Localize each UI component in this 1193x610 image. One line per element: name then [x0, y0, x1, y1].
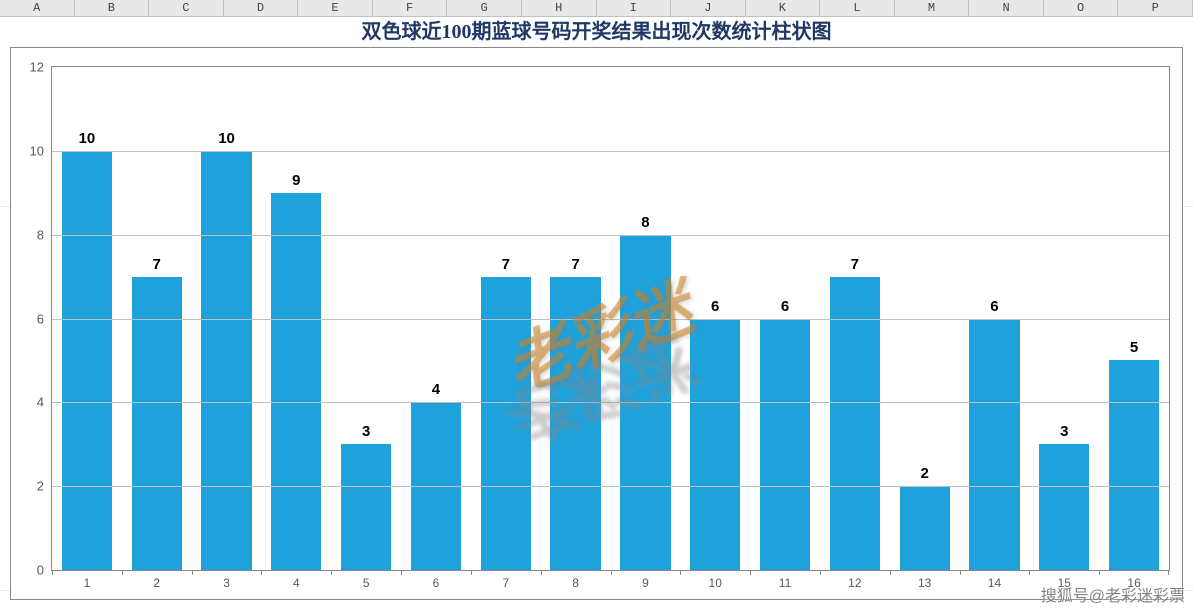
xtick-label: 12: [848, 576, 861, 590]
column-header[interactable]: K: [746, 0, 821, 16]
column-header[interactable]: E: [298, 0, 373, 16]
column-header[interactable]: F: [373, 0, 448, 16]
ytick-label: 8: [37, 227, 44, 242]
xtick-mark: [401, 570, 402, 575]
xtick-mark: [1168, 570, 1169, 575]
column-header[interactable]: D: [224, 0, 299, 16]
xtick-mark: [122, 570, 123, 575]
chart-title: 双色球近100期蓝球号码开奖结果出现次数统计柱状图: [0, 17, 1193, 47]
xtick-mark: [1099, 570, 1100, 575]
bar-data-label: 6: [781, 298, 789, 315]
ytick-label: 0: [37, 563, 44, 578]
gridline: [52, 486, 1169, 487]
column-headers-row: ABCDEFGHIJKLMNOP: [0, 0, 1193, 17]
bar: [690, 319, 740, 571]
bar-data-label: 9: [292, 172, 300, 189]
column-header[interactable]: N: [969, 0, 1044, 16]
column-header[interactable]: L: [820, 0, 895, 16]
column-header[interactable]: P: [1118, 0, 1193, 16]
xtick-mark: [1029, 570, 1030, 575]
bar-data-label: 2: [920, 465, 928, 482]
xtick-mark: [750, 570, 751, 575]
xtick-label: 2: [153, 576, 160, 590]
ytick-label: 10: [30, 143, 44, 158]
xtick-mark: [820, 570, 821, 575]
xtick-label: 15: [1058, 576, 1071, 590]
bar-data-label: 7: [851, 256, 859, 273]
chart-area: 10 1 7 2 10 3 9 4 3 5 4 6 7 7 7 8 8 9 6 10 6 11 7 12 2 13 6 14 3 15 5 1…: [10, 47, 1183, 600]
xtick-label: 3: [223, 576, 230, 590]
gridline: [52, 402, 1169, 403]
column-header[interactable]: A: [0, 0, 75, 16]
gridline: [52, 319, 1169, 320]
xtick-label: 5: [363, 576, 370, 590]
ytick-label: 6: [37, 311, 44, 326]
bar-data-label: 8: [641, 214, 649, 231]
xtick-label: 4: [293, 576, 300, 590]
bar-data-label: 3: [1060, 423, 1068, 440]
ytick-label: 12: [30, 60, 44, 75]
xtick-mark: [192, 570, 193, 575]
bar: [132, 277, 182, 570]
spreadsheet-background: ABCDEFGHIJKLMNOP 双色球近100期蓝球号码开奖结果出现次数统计柱…: [0, 0, 1193, 610]
bar-data-label: 10: [218, 130, 235, 147]
gridline: [52, 235, 1169, 236]
bar: [201, 151, 251, 570]
xtick-mark: [960, 570, 961, 575]
column-header[interactable]: B: [75, 0, 150, 16]
bar-data-label: 4: [432, 381, 440, 398]
bar: [62, 151, 112, 570]
bar: [1109, 360, 1159, 570]
xtick-label: 1: [84, 576, 91, 590]
gridline: [52, 151, 1169, 152]
bar: [341, 444, 391, 570]
column-header[interactable]: H: [522, 0, 597, 16]
bar: [830, 277, 880, 570]
ytick-label: 4: [37, 395, 44, 410]
bar: [900, 486, 950, 570]
xtick-mark: [261, 570, 262, 575]
column-header[interactable]: O: [1044, 0, 1119, 16]
xtick-mark: [541, 570, 542, 575]
column-header[interactable]: M: [895, 0, 970, 16]
bar: [550, 277, 600, 570]
bar-data-label: 6: [711, 298, 719, 315]
bar-data-label: 10: [79, 130, 96, 147]
xtick-label: 13: [918, 576, 931, 590]
xtick-label: 9: [642, 576, 649, 590]
column-header[interactable]: J: [671, 0, 746, 16]
ytick-label: 2: [37, 479, 44, 494]
bar-data-label: 3: [362, 423, 370, 440]
bar: [271, 193, 321, 570]
bar-data-label: 5: [1130, 339, 1138, 356]
xtick-label: 10: [709, 576, 722, 590]
xtick-mark: [680, 570, 681, 575]
bar-data-label: 7: [571, 256, 579, 273]
bar: [1039, 444, 1089, 570]
xtick-label: 14: [988, 576, 1001, 590]
column-header[interactable]: I: [597, 0, 672, 16]
xtick-label: 6: [433, 576, 440, 590]
xtick-mark: [611, 570, 612, 575]
bar: [760, 319, 810, 571]
xtick-mark: [471, 570, 472, 575]
xtick-label: 16: [1127, 576, 1140, 590]
xtick-label: 7: [502, 576, 509, 590]
xtick-label: 11: [779, 576, 791, 590]
column-header[interactable]: C: [149, 0, 224, 16]
xtick-mark: [52, 570, 53, 575]
bar: [969, 319, 1019, 571]
bar-data-label: 7: [502, 256, 510, 273]
xtick-mark: [890, 570, 891, 575]
bar: [481, 277, 531, 570]
column-header[interactable]: G: [447, 0, 522, 16]
xtick-mark: [331, 570, 332, 575]
plot-area: 1017210394354677788961061171221361431551…: [51, 66, 1170, 571]
bar-data-label: 7: [153, 256, 161, 273]
bar-data-label: 6: [990, 298, 998, 315]
xtick-label: 8: [572, 576, 579, 590]
